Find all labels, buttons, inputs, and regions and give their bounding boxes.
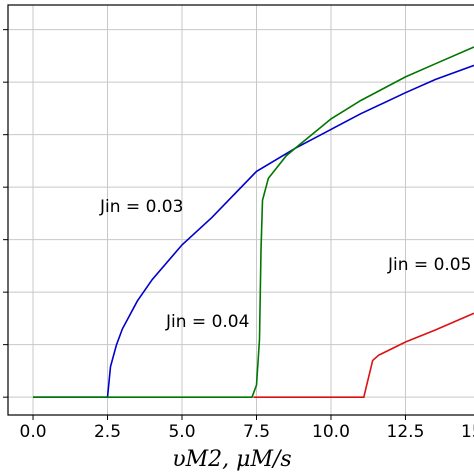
x-tick-label: 7.5 (243, 422, 270, 442)
x-tick-label: 15.0 (461, 422, 474, 442)
line-series (33, 64, 474, 398)
x-tick-label: 5.0 (168, 422, 195, 442)
x-tick-label: 2.5 (94, 422, 121, 442)
series-label: Jin = 0.04 (165, 312, 249, 332)
line-series (33, 46, 474, 398)
series-label: Jin = 0.03 (99, 197, 183, 217)
plot-frame (7, 4, 474, 416)
line-series (253, 312, 474, 398)
x-tick-label: 12.5 (387, 422, 425, 442)
x-tick-label: 10.0 (312, 422, 350, 442)
series-label: Jin = 0.05 (387, 255, 471, 275)
x-tick-label: 0.0 (20, 422, 47, 442)
x-axis-label: υM2, μM/s (172, 447, 291, 472)
